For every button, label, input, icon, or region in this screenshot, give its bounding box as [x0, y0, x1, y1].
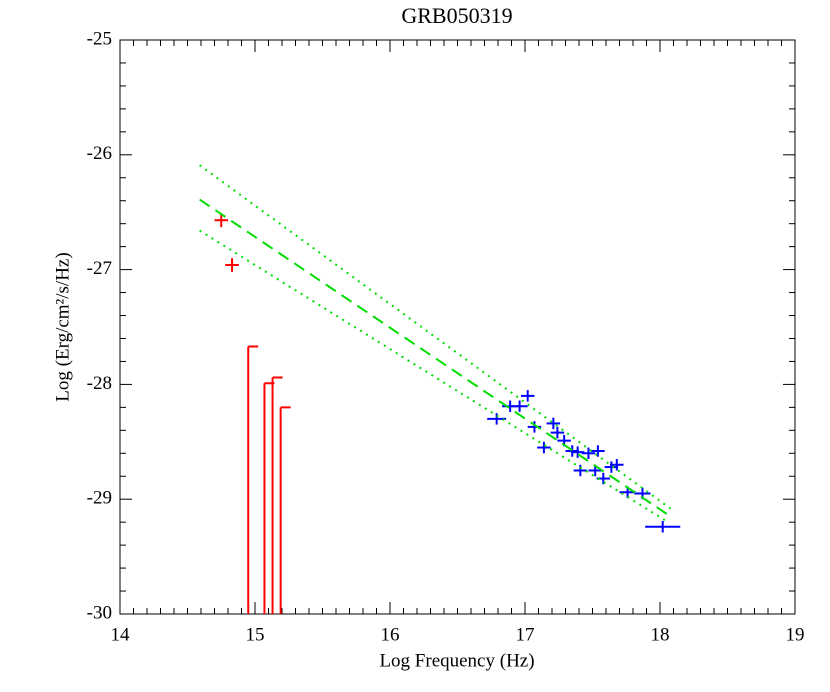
x-tick-label: 15 — [246, 624, 265, 645]
y-tick-label: -27 — [87, 258, 112, 279]
x-tick-label: 19 — [786, 624, 805, 645]
plot-frame — [119, 39, 796, 615]
x-axis-label: Log Frequency (Hz) — [379, 650, 534, 671]
y-axis-label: Log (Erg/cm²/s/Hz) — [52, 252, 73, 401]
y-tick-label: -26 — [87, 143, 112, 164]
x-tick-label: 16 — [381, 624, 400, 645]
x-tick-label: 17 — [516, 624, 535, 645]
x-tick-label: 18 — [651, 624, 670, 645]
fit-line — [199, 198, 673, 519]
y-tick-label: -30 — [87, 602, 112, 623]
fit-line — [199, 229, 669, 524]
y-tick-label: -29 — [87, 488, 112, 509]
y-tick-label: -25 — [87, 28, 112, 49]
x-tick-label: 14 — [111, 624, 131, 645]
chart-title: GRB050319 — [401, 3, 512, 28]
fit-line — [199, 164, 676, 513]
y-tick-label: -28 — [87, 373, 112, 394]
